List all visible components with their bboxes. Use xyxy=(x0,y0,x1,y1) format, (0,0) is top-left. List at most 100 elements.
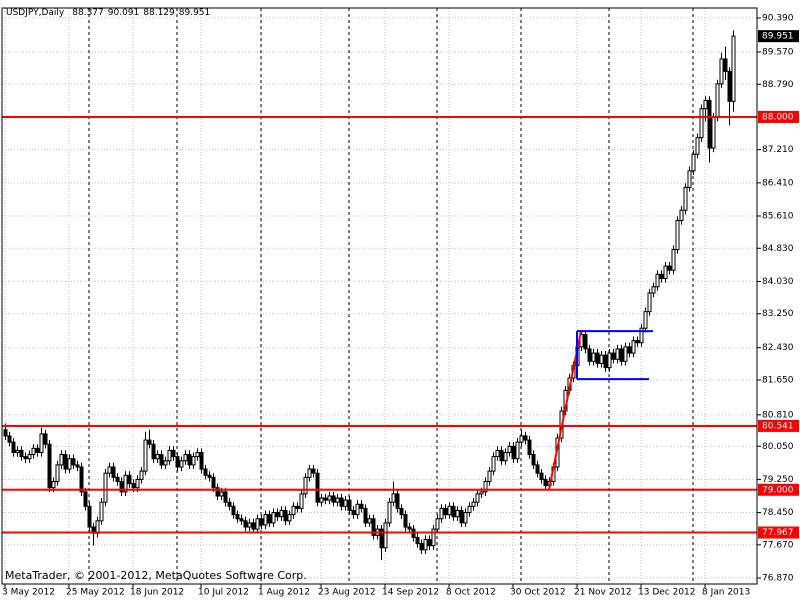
y-tick-label: 85.610 xyxy=(762,211,794,221)
y-tick-label: 90.390 xyxy=(762,13,794,23)
candle-body xyxy=(731,35,736,102)
candle-body xyxy=(243,520,248,528)
candle-body xyxy=(423,538,428,551)
candle-body xyxy=(351,509,356,516)
candle-body xyxy=(455,509,460,518)
candle-body xyxy=(99,501,104,522)
candle-body xyxy=(127,474,132,485)
candle-body xyxy=(11,441,16,453)
candle-body xyxy=(403,514,408,528)
candle-body xyxy=(155,454,160,460)
candle-body xyxy=(451,505,456,518)
candle-body xyxy=(239,518,244,522)
candle-body xyxy=(107,466,112,474)
candle-body xyxy=(371,518,376,536)
candle-body xyxy=(135,478,140,489)
candle-body xyxy=(231,505,236,516)
candle-body xyxy=(335,497,340,503)
candle-body xyxy=(443,507,448,516)
y-tick-label: 80.810 xyxy=(762,410,794,420)
candle-body xyxy=(627,346,632,354)
candle-body xyxy=(191,456,196,466)
candle-body xyxy=(407,526,412,530)
y-tick-label: 81.650 xyxy=(762,376,794,386)
candle-body xyxy=(311,468,316,474)
candle-body xyxy=(495,449,500,458)
candle-body xyxy=(211,476,216,489)
candle-body xyxy=(543,478,548,487)
candle-body xyxy=(663,265,668,280)
candle-body xyxy=(523,435,528,441)
x-tick-label: 30 Oct 2012 xyxy=(510,588,566,598)
open-value: 88.377 xyxy=(72,8,104,18)
candle-body xyxy=(655,273,660,288)
symbol: USDJPY,Daily xyxy=(6,8,65,18)
chart-header: USDJPY,Daily 88.377 90.091 88.129 89.951 xyxy=(6,8,210,18)
candle-body xyxy=(327,495,332,501)
candle-body xyxy=(619,348,624,362)
candle-body xyxy=(699,108,704,139)
candle-body xyxy=(675,220,680,251)
candle-body xyxy=(347,499,352,511)
level-label-box xyxy=(758,526,799,539)
candle-body xyxy=(95,520,100,534)
candle-body xyxy=(51,480,56,489)
candle-body xyxy=(479,491,484,495)
candle-body xyxy=(383,522,388,549)
candle-body xyxy=(7,435,12,443)
candle-body xyxy=(343,499,348,507)
candle-body xyxy=(31,447,36,456)
candle-body xyxy=(519,435,524,443)
candle-body xyxy=(283,509,288,522)
y-tick-label: 89.570 xyxy=(762,47,794,57)
candle-body xyxy=(291,505,296,516)
candle-body xyxy=(39,433,44,453)
candle-body xyxy=(651,286,656,294)
candle-body xyxy=(63,454,68,470)
candle-body xyxy=(387,501,392,524)
candle-body xyxy=(439,507,444,520)
candle-body xyxy=(83,491,88,507)
candle-body xyxy=(723,58,728,72)
candle-body xyxy=(163,460,168,466)
x-tick-label: 8 Oct 2012 xyxy=(446,588,496,598)
candle-body xyxy=(267,514,272,524)
candle-body xyxy=(611,352,616,360)
close-value: 89.951 xyxy=(179,8,211,18)
y-tick-label: 83.250 xyxy=(762,309,794,319)
axes: 90.390 89.570 88.790 87.210 86.410 85.610 84.8… xyxy=(2,13,799,598)
candle-body xyxy=(719,58,724,85)
candle-body xyxy=(27,454,32,460)
level-label-box xyxy=(758,483,799,496)
x-tick-label: 14 Sep 2012 xyxy=(382,588,439,598)
candle-body xyxy=(87,505,92,528)
candle-body xyxy=(667,265,672,271)
candle-body xyxy=(635,340,640,344)
candle-body xyxy=(319,497,324,503)
low-value: 88.129 xyxy=(143,8,175,18)
footer: MetaTrader, © 2001-2012, MetaQuotes Soft… xyxy=(5,569,307,582)
candle-body xyxy=(671,249,676,271)
candle-body xyxy=(247,522,252,528)
candle-body xyxy=(271,512,276,524)
candle-body xyxy=(659,273,664,280)
candle-body xyxy=(395,493,400,509)
candle-body xyxy=(179,460,184,468)
candle-body xyxy=(367,518,372,524)
candle-body xyxy=(55,464,60,482)
candle-body xyxy=(527,439,532,456)
candle-body xyxy=(531,454,536,466)
candle-body xyxy=(679,209,684,222)
y-tick-label: 87.210 xyxy=(762,145,794,155)
candle-body xyxy=(491,456,496,472)
candle-body xyxy=(431,528,436,547)
candle-body xyxy=(207,474,212,478)
level-label: 88.000 xyxy=(762,112,794,122)
candle-body xyxy=(215,487,220,497)
candle-body xyxy=(187,454,192,466)
candle-body xyxy=(591,352,596,362)
x-tick-label: 3 May 2012 xyxy=(2,588,55,598)
candle-body xyxy=(727,70,732,102)
candle-body xyxy=(711,116,716,149)
candle-body xyxy=(331,495,336,503)
